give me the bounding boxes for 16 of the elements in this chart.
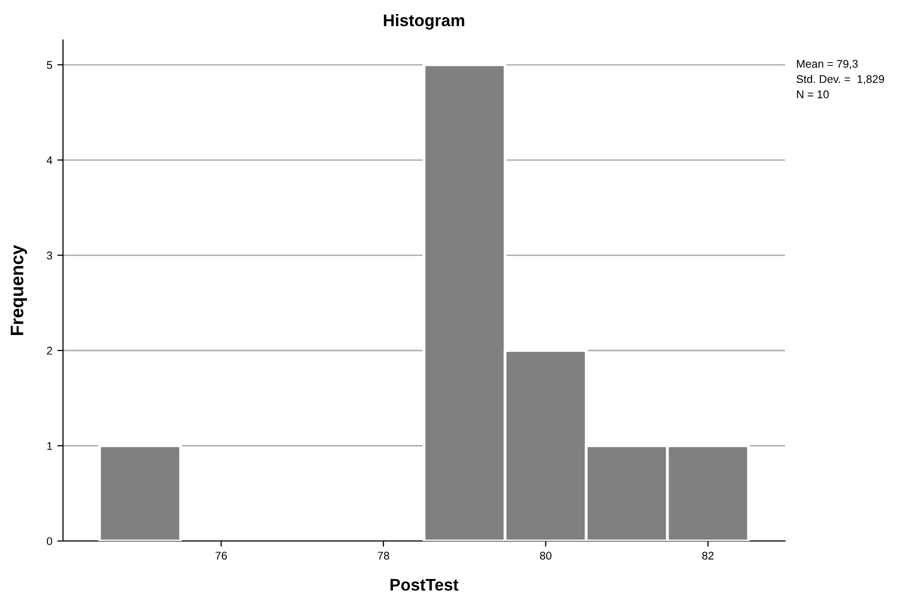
text: N = 10 xyxy=(797,90,829,98)
y-axis-title: Frequency xyxy=(10,244,27,335)
text: Std. Dev. = 1,829 xyxy=(796,74,884,84)
y-tick-label: 4 xyxy=(46,156,52,164)
y-tick-label: 2 xyxy=(46,346,52,355)
y-tick-label: 5 xyxy=(46,61,52,69)
x-axis-title: PostTest xyxy=(390,579,458,591)
y-tick-label: 3 xyxy=(46,252,52,260)
y-tick-label: 0 xyxy=(46,537,52,546)
x-tick-label: 76 xyxy=(216,552,227,560)
x-tick-label: 78 xyxy=(378,552,390,560)
x-tick-label: 82 xyxy=(702,552,714,560)
y-tick-label: 1 xyxy=(47,442,52,450)
text: Mean = 79,3 xyxy=(797,60,858,70)
chart-title: Histogram xyxy=(384,14,464,30)
x-tick-label: 80 xyxy=(540,552,552,560)
